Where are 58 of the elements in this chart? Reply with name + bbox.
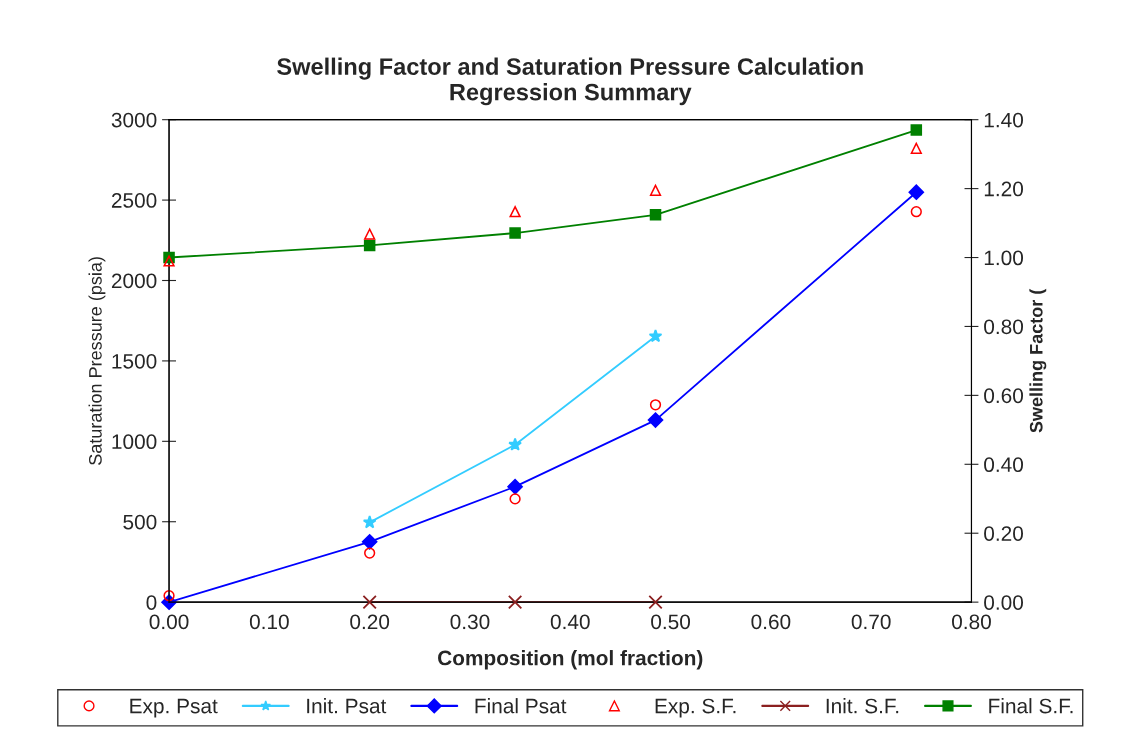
point: [508, 437, 522, 451]
y2-tick-label: 1.40: [984, 112, 1024, 128]
y-tick-label: 500: [123, 514, 157, 530]
x-tick-label: 0.10: [249, 614, 289, 630]
point: [507, 594, 523, 610]
x-tick-label: 0.80: [952, 614, 991, 630]
point: [163, 255, 175, 267]
y-tick-label: 3000: [111, 112, 157, 128]
point: [362, 594, 377, 610]
y2-axis-title: Swelling Factor (: [1029, 288, 1047, 433]
y2-tick-label: 0.20: [984, 526, 1024, 541]
x-tick-label: 0.20: [350, 614, 390, 630]
x-axis-title: Composition (mol fraction): [438, 650, 703, 670]
legend-label: Init. Psat: [307, 698, 387, 714]
y2-tick-label: 1.00: [984, 250, 1024, 266]
legend-label: Final Psat: [475, 698, 567, 714]
point: [910, 206, 922, 218]
point: [649, 209, 662, 221]
point: [910, 124, 923, 136]
point: [649, 399, 662, 411]
x-tick-label: 0.50: [651, 614, 691, 630]
legend-label: Init. S.F.: [826, 698, 899, 714]
point: [509, 227, 521, 239]
point: [364, 547, 376, 559]
y2-tick-label: 0.40: [984, 457, 1024, 473]
y-tick-label: 1500: [112, 353, 157, 369]
y-tick-label: 0: [146, 595, 157, 610]
y-tick-label: 1000: [112, 434, 157, 450]
legend-label: Final S.F.: [989, 698, 1073, 714]
y2-tick-label: 0.80: [984, 319, 1024, 335]
point: [362, 515, 377, 529]
chart-title: Swelling Factor and Saturation Pressure Calculation Regression Summary: [277, 57, 863, 106]
point: [507, 478, 523, 495]
y2-tick-label: 1.20: [984, 181, 1024, 197]
legend-label: Exp. Psat: [130, 698, 218, 718]
point: [364, 228, 376, 240]
point: [163, 590, 175, 602]
point: [361, 534, 378, 550]
y2-tick-label: 0.00: [984, 595, 1024, 610]
y-tick-label: 2500: [111, 193, 157, 208]
x-tick-label: 0.60: [751, 614, 791, 630]
point: [648, 594, 663, 610]
y-tick-label: 2000: [111, 273, 157, 289]
point: [509, 493, 521, 505]
point: [908, 184, 925, 200]
y-axis-title: Saturation Pressure (psia): [88, 257, 106, 465]
point: [910, 142, 922, 154]
point: [649, 184, 662, 196]
point: [648, 329, 663, 343]
x-tick-label: 0.40: [550, 614, 590, 630]
x-tick-label: 0.00: [149, 614, 189, 630]
point: [647, 412, 664, 428]
legend-label: Exp. S.F.: [655, 698, 736, 718]
point: [363, 239, 376, 252]
x-tick-label: 0.30: [450, 614, 490, 630]
x-tick-label: 0.70: [851, 614, 891, 630]
point: [509, 206, 521, 218]
y2-tick-label: 0.60: [984, 388, 1024, 404]
